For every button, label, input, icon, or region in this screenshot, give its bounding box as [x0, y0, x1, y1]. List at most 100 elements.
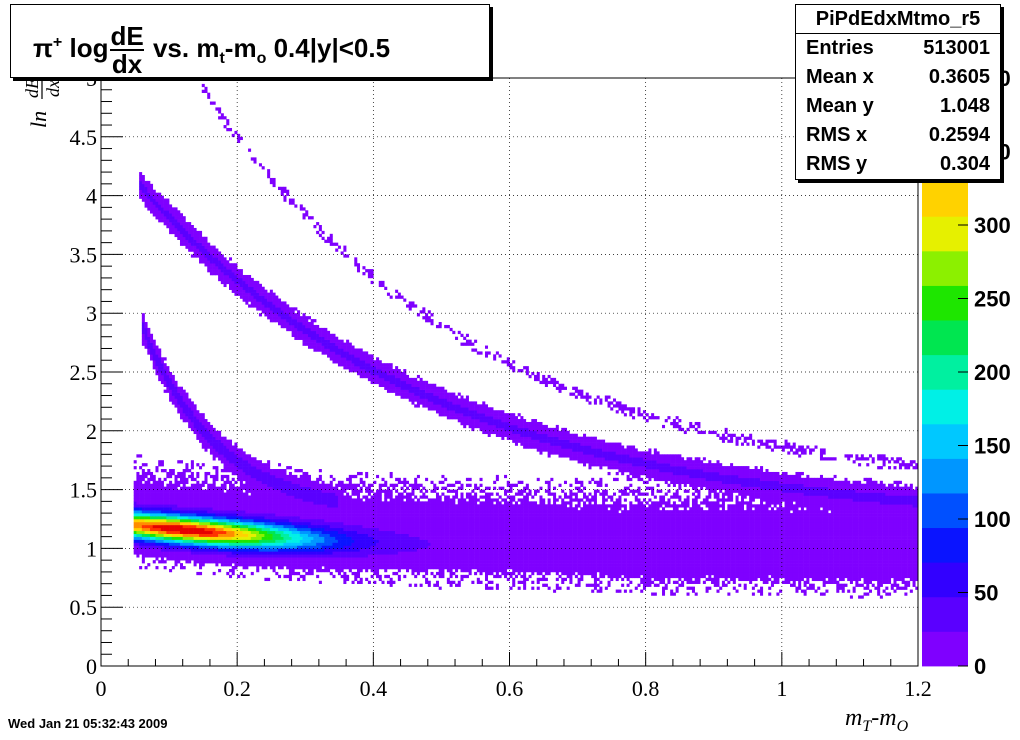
heatmap-cell [288, 489, 292, 493]
heatmap-cell [384, 524, 388, 529]
heatmap-cell [152, 474, 156, 479]
heatmap-cell [144, 486, 148, 490]
heatmap-cell [166, 557, 170, 561]
heatmap-cell [381, 489, 385, 493]
heatmap-cell [414, 507, 418, 511]
heatmap-cell [327, 339, 331, 343]
heatmap-cell [201, 89, 205, 93]
heatmap-cell [237, 492, 241, 496]
heatmap-cell [201, 548, 205, 552]
heatmap-cell [177, 398, 181, 402]
heatmap-cell [160, 489, 164, 493]
heatmap-cell [384, 377, 388, 382]
heatmap-cell [378, 366, 382, 370]
heatmap-cell [356, 266, 361, 270]
heatmap-cell [144, 545, 148, 549]
heatmap-cell [422, 383, 426, 387]
heatmap-cell [351, 560, 355, 564]
heatmap-cell [286, 530, 290, 534]
heatmap-cell [272, 313, 276, 317]
heatmap-cell [297, 483, 301, 487]
heatmap-cell [204, 433, 208, 437]
heatmap-cell [264, 471, 268, 476]
heatmap-cell [392, 551, 396, 555]
heatmap-cell [389, 513, 393, 517]
heatmap-cell [288, 483, 292, 487]
heatmap-cell [158, 460, 162, 464]
heatmap-cell [133, 524, 137, 529]
heatmap-cell [169, 539, 173, 543]
heatmap-cell [359, 566, 363, 570]
heatmap-cell [376, 527, 380, 532]
heatmap-cell [179, 219, 183, 223]
heatmap-cell [248, 295, 252, 299]
heatmap-cell [307, 342, 311, 346]
heatmap-cell [190, 463, 194, 467]
heatmap-cell [316, 545, 320, 549]
heatmap-cell [346, 498, 350, 502]
heatmap-cell [163, 207, 167, 211]
heatmap-cell [220, 442, 224, 446]
heatmap-cell [133, 548, 137, 552]
heatmap-cell [275, 498, 279, 502]
heatmap-cell [335, 495, 339, 499]
heatmap-cell [160, 369, 164, 373]
heatmap-cell [239, 554, 243, 558]
heatmap-cell [425, 495, 429, 499]
heatmap-cell [166, 545, 170, 549]
heatmap-cell [182, 474, 186, 479]
heatmap-cell [286, 536, 290, 540]
heatmap-cell [182, 239, 186, 243]
heatmap-cell [346, 477, 350, 482]
heatmap-cell [237, 524, 241, 529]
heatmap-cell [351, 492, 355, 496]
heatmap-cell [414, 583, 418, 587]
heatmap-cell [242, 289, 246, 293]
heatmap-cell [313, 519, 317, 523]
heatmap-cell [207, 492, 211, 496]
heatmap-cell [278, 521, 282, 526]
heatmap-cell [256, 545, 260, 549]
heatmap-cell [267, 527, 271, 532]
heatmap-cell [356, 363, 361, 367]
heatmap-cell [239, 510, 243, 514]
heatmap-cell [226, 516, 230, 520]
heatmap-cell [258, 492, 262, 496]
heatmap-cell [160, 360, 164, 364]
heatmap-cell [316, 557, 320, 561]
heatmap-cell [381, 551, 385, 555]
heatmap-cell [367, 557, 371, 561]
heatmap-cell [220, 539, 224, 543]
heatmap-cell [242, 513, 246, 517]
heatmap-cell [286, 316, 290, 320]
heatmap-cell [237, 460, 241, 464]
heatmap-cell [158, 533, 162, 537]
heatmap-cell [207, 254, 211, 258]
heatmap-cell [188, 248, 192, 252]
heatmap-cell [299, 483, 303, 487]
heatmap-cell [160, 501, 164, 505]
heatmap-cell [188, 557, 192, 561]
heatmap-cell [286, 519, 290, 523]
heatmap-cell [166, 222, 170, 226]
heatmap-cell [166, 374, 170, 379]
heatmap-cell [212, 483, 216, 487]
heatmap-cell [406, 395, 410, 399]
heatmap-cell [370, 516, 374, 520]
heatmap-cell [367, 486, 371, 490]
heatmap-cell [201, 439, 205, 443]
heatmap-cell [196, 416, 200, 420]
heatmap-cell [158, 360, 162, 364]
heatmap-cell [313, 498, 317, 502]
heatmap-cell [223, 533, 227, 537]
heatmap-cell [316, 513, 320, 517]
heatmap-cell [275, 307, 279, 311]
heatmap-cell [253, 304, 257, 308]
heatmap-cell [275, 542, 279, 546]
heatmap-cell [150, 186, 154, 191]
heatmap-cell [400, 492, 404, 496]
heatmap-cell [152, 342, 156, 346]
heatmap-cell [430, 398, 434, 402]
heatmap-cell [416, 313, 420, 317]
heatmap-cell [158, 545, 162, 549]
